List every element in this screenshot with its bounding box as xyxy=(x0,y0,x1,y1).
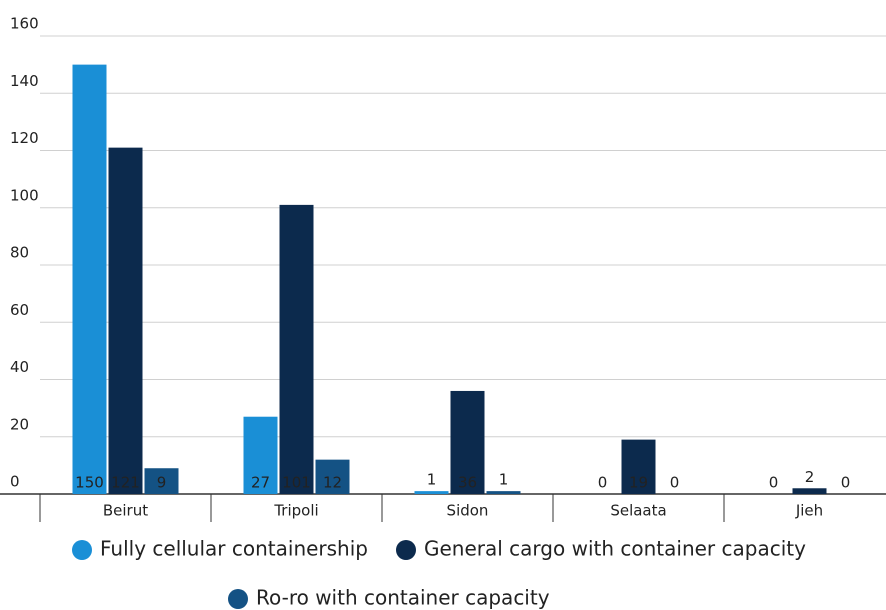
data-label: 9 xyxy=(157,474,167,492)
legend-label: General cargo with container capacity xyxy=(424,537,806,561)
bar xyxy=(792,488,827,494)
x-tick-label: Sidon xyxy=(447,502,489,520)
data-label: 101 xyxy=(282,474,311,492)
data-label: 1 xyxy=(499,471,509,489)
x-tick-label: Tripoli xyxy=(273,502,318,520)
data-label: 36 xyxy=(458,474,477,492)
data-label: 2 xyxy=(805,468,815,486)
x-tick-label: Selaata xyxy=(610,502,666,520)
data-label: 0 xyxy=(769,474,779,492)
bar xyxy=(144,468,179,494)
legend-label: Ro-ro with container capacity xyxy=(256,586,550,610)
bar xyxy=(621,439,656,494)
data-label: 150 xyxy=(75,474,104,492)
legend-label: Fully cellular containership xyxy=(100,537,368,561)
legend-swatch xyxy=(228,589,248,609)
bar xyxy=(108,147,143,494)
data-label: 0 xyxy=(841,474,851,492)
y-tick-label: 120 xyxy=(10,129,39,147)
data-label: 27 xyxy=(251,474,270,492)
y-tick-label: 100 xyxy=(10,186,39,204)
bar xyxy=(315,459,350,494)
y-tick-label: 0 xyxy=(10,473,20,491)
data-label: 12 xyxy=(323,474,342,492)
legend-swatch xyxy=(396,540,416,560)
y-tick-label: 60 xyxy=(10,301,29,319)
y-tick-label: 80 xyxy=(10,244,29,262)
y-tick-label: 160 xyxy=(10,15,39,33)
data-label: 0 xyxy=(598,474,608,492)
y-tick-label: 20 xyxy=(10,415,29,433)
data-label: 121 xyxy=(111,474,140,492)
data-label: 0 xyxy=(670,474,680,492)
data-label: 1 xyxy=(427,471,437,489)
data-label: 19 xyxy=(629,474,648,492)
x-tick-label: Beirut xyxy=(103,502,148,520)
bar xyxy=(486,491,521,494)
bar xyxy=(279,204,314,494)
y-tick-label: 140 xyxy=(10,72,39,90)
x-tick-label: Jieh xyxy=(795,502,823,520)
bar xyxy=(72,64,107,494)
bar xyxy=(450,390,485,494)
y-tick-label: 40 xyxy=(10,358,29,376)
bar xyxy=(243,416,278,494)
bar xyxy=(414,491,449,494)
legend-swatch xyxy=(72,540,92,560)
